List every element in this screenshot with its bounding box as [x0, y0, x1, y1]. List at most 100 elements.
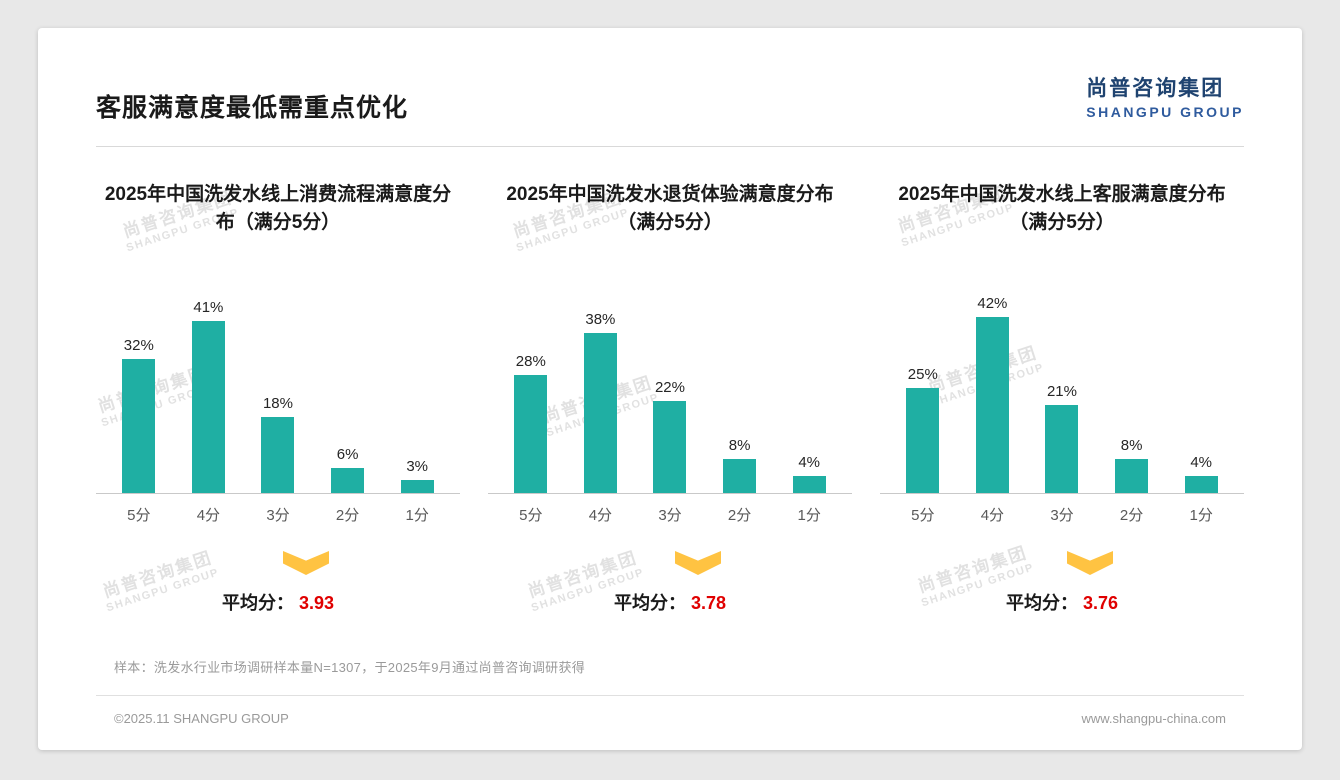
bar-plot: 25% 42% 21% 8% 4%: [880, 281, 1244, 493]
page-title: 客服满意度最低需重点优化: [96, 94, 409, 122]
header: 客服满意度最低需重点优化 尚普咨询集团 SHANGPU GROUP: [96, 68, 1244, 124]
bar-group: 28%: [496, 353, 566, 493]
charts-row: 2025年中国洗发水线上消费流程满意度分布（满分5分） 32% 41% 18% 6% 3…: [96, 181, 1244, 615]
bar-value-label: 8%: [1120, 437, 1143, 455]
x-axis: 5分 4分 3分 2分 1分: [488, 493, 852, 525]
footer: ©2025.11 SHANGPU GROUP www.shangpu-china…: [114, 711, 1226, 726]
bar-value-label: 42%: [977, 294, 1008, 312]
bar: [1045, 404, 1079, 493]
x-axis: 5分 4分 3分 2分 1分: [880, 493, 1244, 525]
x-axis-label: 4分: [980, 507, 1005, 524]
x-axis-label: 5分: [127, 507, 151, 524]
bar-group: 21%: [1027, 383, 1097, 493]
bar-group: 22%: [635, 379, 705, 493]
bar-value-label: 41%: [193, 298, 224, 316]
bar-group: 38%: [566, 311, 636, 493]
bar-group: 3%: [382, 458, 452, 493]
bar: [583, 333, 617, 493]
x-axis-label: 2分: [335, 507, 360, 524]
arrow-wrap: [516, 551, 880, 575]
arrow-wrap: [908, 551, 1272, 575]
logo-en-text: SHANGPU GROUP: [1086, 104, 1244, 120]
x-axis-label: 3分: [1050, 507, 1074, 524]
x-axis-label: 1分: [1189, 507, 1213, 524]
average-value: 3.76: [1082, 593, 1119, 613]
bar-value-label: 38%: [585, 311, 616, 329]
footer-copyright: ©2025.11 SHANGPU GROUP: [114, 711, 289, 726]
chart-title: 2025年中国洗发水线上客服满意度分布（满分5分）: [898, 184, 1226, 233]
average-label: 平均分：: [613, 593, 686, 613]
bar: [906, 388, 940, 493]
bar-value-label: 22%: [654, 378, 685, 396]
average-score: 平均分： 3.76: [880, 589, 1244, 615]
bar: [191, 320, 225, 493]
x-axis-label: 5分: [911, 507, 935, 524]
x-axis-label: 3分: [266, 507, 290, 524]
arrow-wrap: [124, 551, 488, 575]
bar: [792, 476, 826, 493]
bar-value-label: 21%: [1046, 382, 1077, 400]
x-axis-label: 2分: [727, 507, 752, 524]
x-axis-label: 4分: [588, 507, 613, 524]
x-axis-label: 5分: [519, 507, 543, 524]
average-value: 3.78: [690, 593, 727, 613]
down-arrow-icon: [1067, 551, 1113, 575]
bar-value-label: 4%: [798, 454, 821, 472]
footer-divider: [96, 695, 1244, 696]
average-value: 3.93: [298, 593, 335, 613]
bar-value-label: 32%: [123, 336, 154, 354]
bar: [400, 480, 434, 493]
bar-group: 4%: [774, 454, 844, 493]
bar-value-label: 6%: [336, 445, 359, 463]
sample-footnote: 样本：洗发水行业市场调研样本量N=1307，于2025年9月通过尚普咨询调研获得: [114, 660, 586, 675]
bar-group: 32%: [104, 337, 174, 493]
chart-title: 2025年中国洗发水退货体验满意度分布（满分5分）: [506, 184, 834, 233]
average-score: 平均分： 3.78: [488, 589, 852, 615]
average-label: 平均分：: [1005, 593, 1078, 613]
bar-plot: 28% 38% 22% 8% 4%: [488, 281, 852, 493]
x-axis: 5分 4分 3分 2分 1分: [96, 493, 460, 525]
chart-return-experience: 2025年中国洗发水退货体验满意度分布（满分5分） 28% 38% 22% 8% 4% …: [488, 181, 852, 615]
bar: [261, 417, 295, 493]
bar: [331, 467, 365, 493]
bar: [122, 358, 156, 493]
bar-value-label: 3%: [406, 458, 429, 476]
average-label: 平均分：: [221, 593, 294, 613]
bar-plot: 32% 41% 18% 6% 3%: [96, 281, 460, 493]
x-axis-label: 3分: [658, 507, 682, 524]
x-axis-label: 1分: [405, 507, 429, 524]
bar-value-label: 25%: [907, 366, 938, 383]
bar-group: 18%: [243, 395, 313, 493]
bar: [1184, 476, 1218, 493]
title-divider: [96, 146, 1244, 147]
chart-consumption-flow: 2025年中国洗发水线上消费流程满意度分布（满分5分） 32% 41% 18% 6% 3…: [96, 181, 460, 615]
x-axis-label: 1分: [797, 507, 821, 524]
bar-value-label: 8%: [728, 437, 751, 455]
bar: [653, 400, 687, 493]
logo-cn-text: 尚普咨询集团: [1086, 77, 1225, 100]
bar-group: 41%: [174, 299, 244, 493]
bar-group: 42%: [958, 295, 1028, 493]
bar-group: 8%: [1097, 437, 1167, 493]
bar-group: 8%: [705, 437, 775, 493]
bar-value-label: 28%: [515, 353, 546, 371]
bar-group: 25%: [888, 366, 958, 493]
bar: [1115, 459, 1149, 493]
bar-group: 6%: [313, 446, 383, 493]
down-arrow-icon: [283, 551, 329, 575]
chart-online-service: 2025年中国洗发水线上客服满意度分布（满分5分） 25% 42% 21% 8% 4% …: [880, 181, 1244, 615]
bar-group: 4%: [1166, 454, 1236, 493]
slide: 尚普咨询集团 SHANGPU GROUP 尚普咨询集团 SHANGPU GROUP 尚普…: [38, 28, 1302, 750]
chart-title: 2025年中国洗发水线上消费流程满意度分布（满分5分）: [104, 184, 452, 233]
footer-website: www.shangpu-china.com: [1081, 711, 1226, 726]
bar: [514, 375, 548, 493]
bar: [975, 316, 1009, 493]
bar: [723, 459, 757, 493]
x-axis-label: 4分: [196, 507, 221, 524]
down-arrow-icon: [675, 551, 721, 575]
average-score: 平均分： 3.93: [96, 589, 460, 615]
bar-value-label: 18%: [262, 395, 293, 413]
x-axis-label: 2分: [1119, 507, 1144, 524]
bar-value-label: 4%: [1190, 454, 1213, 472]
company-logo: 尚普咨询集团 SHANGPU GROUP: [1086, 72, 1244, 120]
